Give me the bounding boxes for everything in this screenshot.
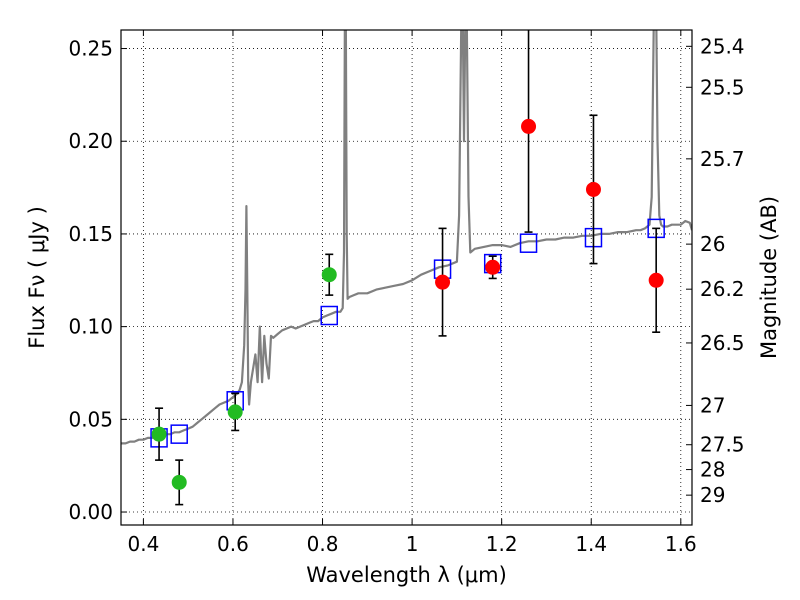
photometry-point xyxy=(321,267,337,283)
photometry-point xyxy=(171,474,187,490)
x-tick-label: 0.4 xyxy=(127,532,159,556)
y2-tick-label: 25.7 xyxy=(700,147,745,171)
y2-tick-label: 26.5 xyxy=(700,331,745,355)
x-axis-label: Wavelength λ (μm) xyxy=(306,563,507,587)
y-tick-label: 0.15 xyxy=(68,222,113,246)
x-tick-label: 0.8 xyxy=(307,532,339,556)
y2-tick-label: 26.2 xyxy=(700,277,745,301)
model-photometry-square xyxy=(170,424,188,444)
x-tick-label: 1.6 xyxy=(665,532,697,556)
photometry-point xyxy=(485,259,501,275)
sed-model-line xyxy=(121,30,692,445)
y2-tick-label: 28 xyxy=(700,458,725,482)
x-tick-label: 1 xyxy=(406,532,419,556)
grid xyxy=(121,30,692,525)
x-tick-label: 1.4 xyxy=(575,532,607,556)
model-photometry-square xyxy=(320,305,338,326)
photometry-point xyxy=(521,118,537,134)
photometry-point xyxy=(435,274,451,290)
axis-ticks: 0.4 0.6 0.8 1 1.2 1.4 1.6 0.00 0.05 0.10 0.15 0.20 0… xyxy=(68,30,745,556)
y-axis-label: Flux Fν ( μJy ) xyxy=(25,206,49,349)
plot-area xyxy=(121,30,692,506)
model-photometry-square xyxy=(519,233,538,253)
photometry-point xyxy=(585,181,601,197)
y-tick-label: 0.05 xyxy=(68,407,113,431)
y2-tick-label: 29 xyxy=(700,483,725,507)
y2-tick-label: 27 xyxy=(700,393,725,417)
y-tick-label: 0.25 xyxy=(68,37,113,61)
y-tick-label: 0.00 xyxy=(68,500,113,524)
x-tick-label: 0.6 xyxy=(217,532,249,556)
y2-tick-label: 25.4 xyxy=(700,34,745,58)
photometry-point xyxy=(227,404,243,420)
plot-frame xyxy=(120,29,693,526)
y-tick-label: 0.10 xyxy=(68,315,113,339)
y2-tick-label: 26 xyxy=(700,232,725,256)
photometry-point xyxy=(151,426,167,442)
y2-tick-label: 27.5 xyxy=(700,433,745,457)
y2-tick-label: 25.5 xyxy=(700,75,745,99)
y-tick-label: 0.20 xyxy=(68,129,113,153)
y2-axis-label: Magnitude (AB) xyxy=(757,196,781,359)
photometry-point xyxy=(648,272,664,288)
x-tick-label: 1.2 xyxy=(486,532,518,556)
